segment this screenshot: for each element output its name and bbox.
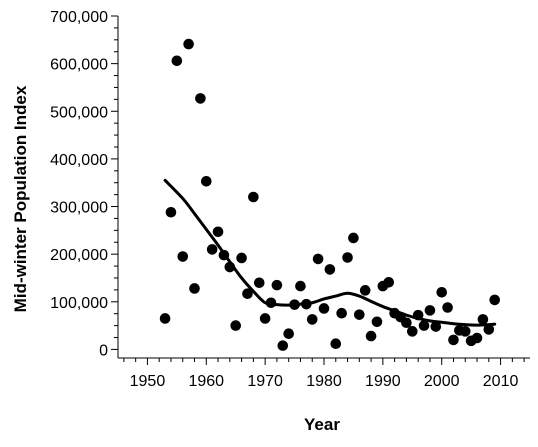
data-point [424, 305, 436, 316]
x-tick-label: 1990 [365, 373, 401, 390]
data-point [271, 279, 283, 291]
data-point [471, 332, 483, 344]
data-point [336, 307, 347, 319]
data-point [324, 264, 336, 275]
x-tick-label: 1960 [188, 373, 224, 390]
data-point [183, 38, 194, 50]
x-tick-label: 2010 [483, 373, 519, 390]
data-point [189, 283, 200, 294]
trend-line [163, 178, 497, 327]
data-point [248, 191, 259, 203]
data-point [354, 309, 365, 320]
data-point [371, 316, 383, 328]
y-tick-label: 100,000 [50, 295, 108, 312]
data-point [436, 286, 448, 298]
data-point [306, 314, 318, 325]
x-axis: 1950 1960 1970 1980 1990 2000 2010 [118, 357, 530, 390]
data-point [330, 338, 342, 350]
data-point [348, 232, 359, 244]
data-point [200, 175, 212, 187]
data-point [459, 326, 471, 337]
y-tick-label: 0 [99, 342, 108, 359]
data-point [342, 252, 353, 263]
data-point [401, 317, 412, 329]
data-point [230, 320, 242, 331]
data-point [477, 314, 489, 325]
data-point [418, 320, 430, 331]
y-tick-label: 200,000 [50, 247, 108, 264]
data-point [406, 326, 418, 337]
x-tick-label: 2000 [424, 373, 460, 390]
data-point [177, 251, 189, 262]
scatter-series [159, 38, 500, 351]
data-point [312, 253, 324, 265]
data-point [283, 328, 294, 340]
data-point [159, 313, 171, 324]
data-point [206, 244, 218, 255]
data-point [171, 55, 183, 67]
data-point [253, 277, 265, 289]
data-point [365, 330, 377, 342]
data-point [430, 321, 442, 332]
data-point [359, 285, 371, 296]
y-axis-title: Mid-winter Population Index [11, 85, 30, 312]
data-point [165, 206, 177, 218]
data-point [442, 302, 453, 313]
data-point [212, 226, 224, 238]
data-point [277, 340, 289, 351]
y-tick-label: 500,000 [50, 104, 108, 121]
x-tick-label: 1950 [130, 373, 166, 390]
x-tick-label: 1980 [306, 373, 342, 390]
data-point [483, 324, 495, 335]
data-point [236, 252, 247, 264]
data-point [295, 280, 306, 292]
data-point [242, 288, 253, 299]
data-point [259, 313, 271, 324]
data-point [195, 93, 206, 104]
y-tick-label: 300,000 [50, 200, 108, 217]
trend-series [163, 178, 497, 327]
y-axis: 0 100,000 200,000 300,000 400,000 500,000 600,… [50, 9, 119, 359]
y-tick-label: 400,000 [50, 152, 108, 169]
data-point [489, 294, 500, 306]
x-tick-label: 1970 [247, 373, 283, 390]
x-axis-title: Year [304, 415, 340, 434]
y-tick-label: 600,000 [50, 57, 108, 74]
data-point [318, 303, 330, 314]
y-tick-label: 700,000 [50, 9, 108, 26]
data-point [383, 276, 395, 288]
data-point [448, 334, 459, 346]
